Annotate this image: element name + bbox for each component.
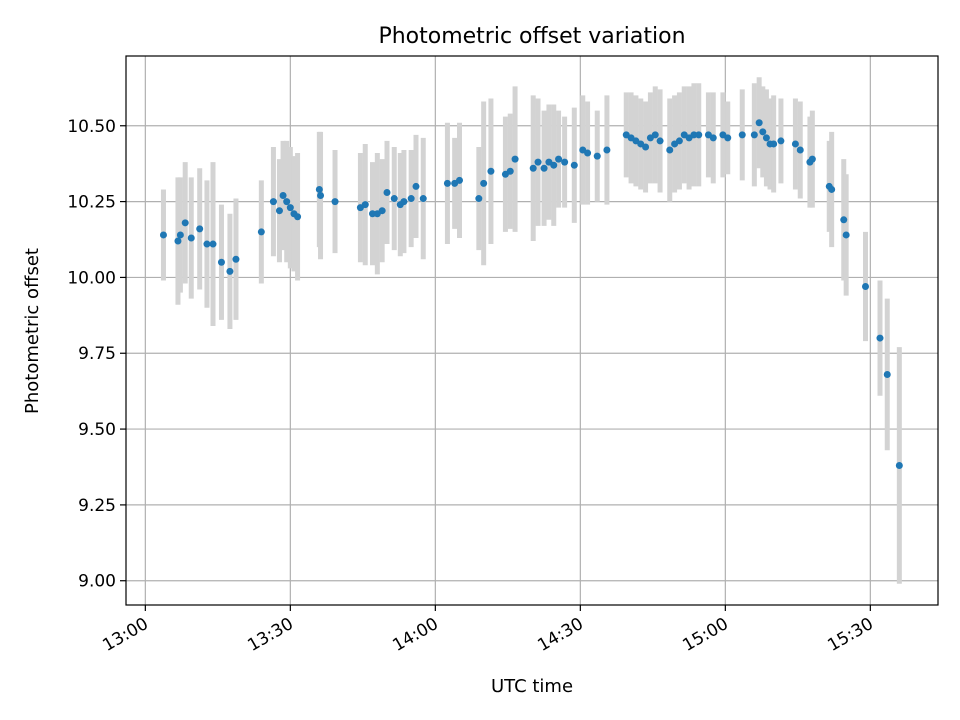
data-point bbox=[275, 207, 283, 215]
data-point bbox=[315, 185, 323, 193]
data-point bbox=[796, 146, 804, 154]
data-point bbox=[862, 283, 869, 291]
data-point bbox=[217, 258, 225, 266]
data-point bbox=[690, 131, 698, 139]
data-point bbox=[840, 216, 848, 224]
data-point bbox=[529, 164, 537, 172]
x-axis-label: UTC time bbox=[491, 676, 573, 697]
y-axis-label: Photometric offset bbox=[22, 248, 43, 414]
data-point bbox=[593, 152, 601, 160]
data-point bbox=[759, 128, 767, 136]
y-tick-label: 9.75 bbox=[78, 344, 116, 364]
data-point bbox=[550, 161, 558, 169]
data-point bbox=[511, 155, 519, 163]
errorbar-layer bbox=[160, 77, 902, 584]
y-tick-label: 9.25 bbox=[78, 496, 116, 516]
data-point bbox=[738, 131, 746, 139]
data-point bbox=[555, 155, 563, 163]
x-tick-label: 14:30 bbox=[534, 614, 586, 656]
data-point bbox=[695, 131, 703, 139]
x-tick-label: 15:00 bbox=[679, 614, 731, 656]
data-point bbox=[642, 143, 650, 151]
data-point bbox=[390, 195, 398, 203]
y-tick-label: 10.00 bbox=[67, 268, 116, 288]
y-tick-label: 9.00 bbox=[78, 572, 116, 592]
data-point bbox=[709, 134, 717, 142]
data-point bbox=[331, 198, 339, 206]
data-point bbox=[317, 192, 325, 200]
data-point bbox=[419, 195, 427, 203]
plot-frame bbox=[125, 55, 939, 606]
y-axis-ticks: 9.00 9.25 9.50 9.75 10.00 10.25 10.50 bbox=[67, 117, 126, 592]
data-point bbox=[570, 161, 578, 169]
data-point-layer bbox=[159, 119, 903, 469]
data-point bbox=[487, 167, 495, 175]
data-point bbox=[412, 182, 420, 190]
data-point bbox=[269, 198, 277, 206]
data-point bbox=[407, 195, 415, 203]
x-tick-label: 15:30 bbox=[824, 614, 876, 656]
data-point bbox=[506, 167, 514, 175]
data-point bbox=[283, 198, 291, 206]
data-point bbox=[174, 237, 182, 245]
data-point bbox=[883, 370, 891, 378]
y-tick-label: 10.25 bbox=[67, 193, 116, 213]
data-point bbox=[286, 204, 294, 212]
data-point bbox=[777, 137, 785, 145]
data-point bbox=[666, 146, 674, 154]
data-point bbox=[770, 140, 778, 148]
data-point bbox=[828, 185, 836, 193]
data-point bbox=[361, 201, 369, 209]
data-point bbox=[675, 137, 683, 145]
data-point bbox=[257, 228, 265, 236]
x-axis-ticks: 13:00 13:30 14:00 14:30 15:00 15:30 bbox=[99, 605, 877, 656]
data-point bbox=[176, 231, 184, 239]
data-point bbox=[369, 210, 376, 218]
x-tick-label: 13:30 bbox=[244, 614, 296, 656]
data-point bbox=[294, 213, 302, 221]
x-tick-label: 14:00 bbox=[389, 614, 441, 656]
data-point bbox=[159, 231, 167, 239]
data-point bbox=[791, 140, 799, 148]
data-point bbox=[443, 179, 451, 187]
data-point bbox=[383, 188, 391, 196]
data-point bbox=[203, 240, 211, 248]
data-point bbox=[651, 131, 659, 139]
data-point bbox=[400, 198, 408, 206]
data-point bbox=[561, 158, 569, 166]
data-point bbox=[895, 461, 903, 469]
y-tick-label: 10.50 bbox=[67, 117, 116, 137]
data-point bbox=[187, 234, 195, 242]
data-point bbox=[226, 267, 234, 275]
data-point bbox=[762, 134, 770, 142]
y-tick-label: 9.50 bbox=[78, 420, 116, 440]
x-tick-label: 13:00 bbox=[99, 614, 151, 656]
data-point bbox=[876, 334, 884, 342]
data-point bbox=[475, 195, 483, 203]
data-point bbox=[755, 119, 763, 127]
data-point bbox=[808, 155, 816, 163]
data-point bbox=[603, 146, 611, 154]
data-point bbox=[181, 219, 189, 227]
data-point bbox=[279, 192, 287, 200]
chart-title: Photometric offset variation bbox=[378, 24, 685, 49]
data-point bbox=[378, 207, 386, 215]
data-point bbox=[534, 158, 542, 166]
data-point bbox=[209, 240, 217, 248]
data-point bbox=[232, 255, 240, 263]
data-point bbox=[584, 149, 592, 157]
data-point bbox=[480, 179, 488, 187]
data-point bbox=[842, 231, 850, 239]
data-point bbox=[750, 131, 758, 139]
data-point bbox=[540, 164, 548, 172]
data-point bbox=[656, 137, 664, 145]
data-point bbox=[456, 176, 463, 184]
data-point bbox=[724, 134, 732, 142]
data-point bbox=[196, 225, 204, 233]
